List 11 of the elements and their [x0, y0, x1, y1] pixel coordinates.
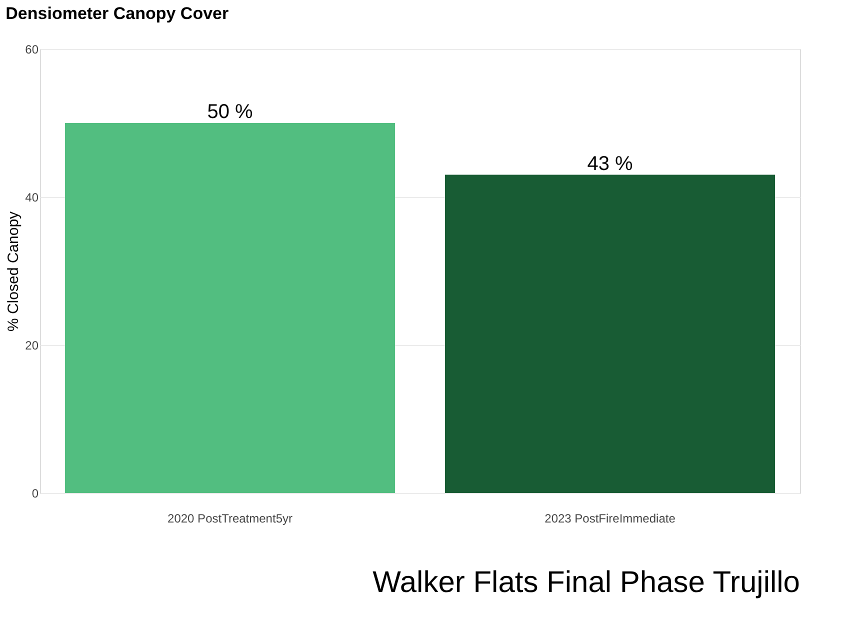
chart-title: Densiometer Canopy Cover [6, 4, 229, 23]
data-label: 43 % [587, 152, 634, 175]
data-label: 50 % [207, 101, 254, 123]
y-tick-label: 40 [25, 190, 39, 204]
y-axis-title: % Closed Canopy [5, 210, 22, 332]
y-tick-label: 20 [25, 338, 39, 352]
y-tick-label: 60 [25, 42, 39, 56]
y-tick-label: 0 [32, 486, 39, 500]
x-tick-label: 2020 PostTreatment5yr [168, 512, 292, 526]
x-tick-label: 2023 PostFireImmediate [544, 512, 676, 526]
text: Walker Flats Final Phase Trujillo [372, 566, 800, 599]
